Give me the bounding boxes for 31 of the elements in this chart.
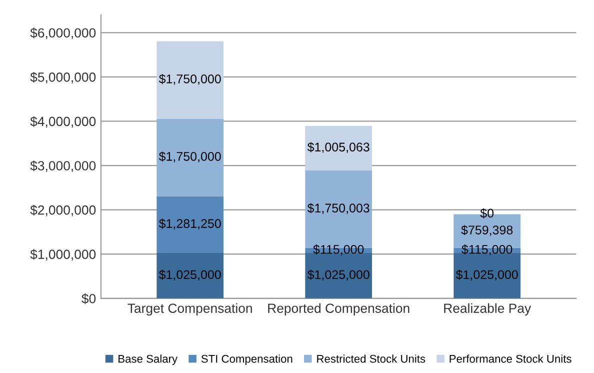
y-tick-label: $3,000,000: [30, 160, 96, 172]
data-label: $759,398: [461, 225, 513, 236]
data-label: $1,750,000: [158, 151, 221, 162]
data-label: $0: [480, 208, 494, 218]
bar: [156, 41, 224, 119]
data-label: $1,281,250: [158, 218, 221, 230]
y-tick-label: $1,000,000: [30, 249, 96, 261]
bar: [156, 118, 224, 196]
y-tick-label: $6,000,000: [30, 28, 96, 40]
data-label: $1,750,000: [158, 74, 221, 85]
data-label: $1,025,000: [307, 270, 370, 281]
y-tick-label: $4,000,000: [30, 116, 96, 128]
legend-label: STI Compensation: [201, 354, 292, 365]
data-label: $1,005,063: [307, 142, 370, 153]
y-tick-label: $5,000,000: [30, 72, 96, 84]
bar: [156, 196, 224, 253]
x-tick-label: Reported Compensation: [268, 303, 410, 316]
x-tick-label: Realizable Pay: [444, 303, 532, 316]
legend-label: Base Salary: [118, 354, 178, 365]
bar: [156, 253, 224, 298]
data-label: $115,000: [462, 244, 512, 256]
legend-label: Restricted Stock Units: [317, 354, 426, 363]
x-tick-label: Target Compensation: [128, 303, 252, 316]
y-tick-label: $2,000,000: [30, 204, 96, 216]
data-label: $1,025,000: [158, 270, 221, 281]
data-label: $1,025,000: [456, 270, 518, 281]
bar: [305, 126, 372, 170]
data-label: $1,750,003: [307, 203, 370, 214]
y-tick-label: $0: [82, 293, 96, 304]
data-label: $115,000: [313, 244, 364, 256]
legend-label: Performance Stock Units: [450, 354, 572, 363]
